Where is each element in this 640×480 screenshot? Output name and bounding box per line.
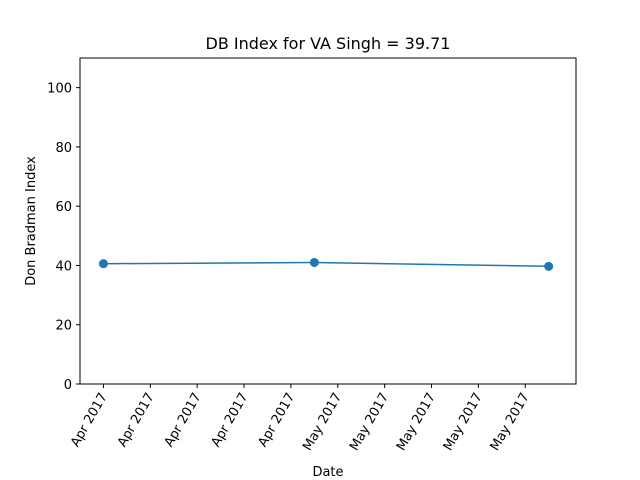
x-tick-label: Apr 2017 bbox=[68, 391, 111, 450]
x-axis-label: Date bbox=[312, 465, 343, 480]
plot-frame bbox=[79, 57, 577, 385]
y-tick-label: 60 bbox=[55, 200, 72, 215]
data-point bbox=[544, 261, 554, 271]
data-point bbox=[309, 257, 319, 267]
x-tick-label: Apr 2017 bbox=[162, 391, 205, 450]
series-line bbox=[103, 261, 549, 268]
x-tick-label: Apr 2017 bbox=[115, 391, 158, 450]
y-tick-label: 40 bbox=[55, 259, 72, 274]
x-tick-label: May 2017 bbox=[347, 391, 392, 454]
x-tick-label: May 2017 bbox=[488, 391, 533, 454]
y-tick-label: 0 bbox=[64, 378, 72, 393]
x-tick-label: Apr 2017 bbox=[209, 391, 252, 450]
x-tick-label: Apr 2017 bbox=[256, 391, 299, 450]
y-tick-label: 20 bbox=[55, 319, 72, 334]
x-tick-label: May 2017 bbox=[300, 391, 345, 454]
y-tick-label: 100 bbox=[47, 82, 72, 97]
y-tick-label: 80 bbox=[55, 141, 72, 156]
x-tick-label: May 2017 bbox=[394, 391, 439, 454]
chart-title: DB Index for VA Singh = 39.71 bbox=[206, 34, 451, 53]
x-tick-label: May 2017 bbox=[441, 390, 486, 453]
data-point bbox=[98, 259, 108, 269]
y-axis-label: Don Bradman Index bbox=[24, 156, 39, 286]
